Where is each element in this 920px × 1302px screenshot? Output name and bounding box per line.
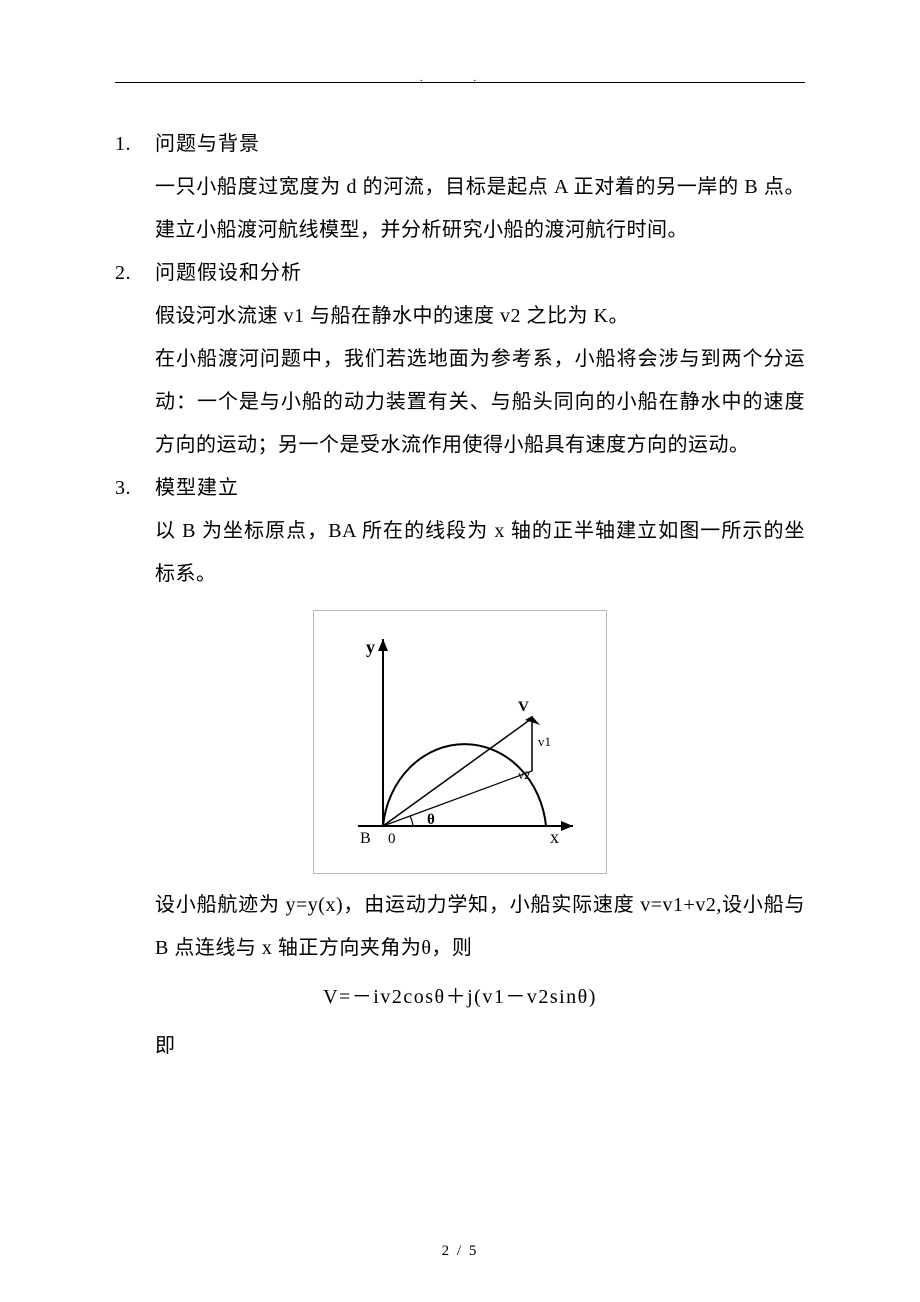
svg-text:v2: v2 [518,768,530,782]
document-page: . . 1. 问题与背景 一只小船度过宽度为 d 的河流，目标是起点 A 正对着… [0,0,920,1302]
velocity-formula: V=－iv2cosθ＋j(v1－v2sinθ) [115,976,805,1019]
header-rule: . . [115,70,805,83]
section-1-heading: 1. 问题与背景 [115,123,805,166]
section-3-body-a: 以 B 为坐标原点，BA 所在的线段为 x 轴的正半轴建立如图一所示的坐标系。 [155,510,805,596]
section-1-number: 1. [115,123,155,166]
coordinate-diagram: y B 0 x Vv1 v2 θ [328,621,588,851]
section-3-number: 3. [115,467,155,510]
svg-text:θ: θ [427,812,435,828]
section-3-title: 模型建立 [155,467,239,510]
section-3-body-b: 设小船航迹为 y=y(x)，由运动力学知，小船实际速度 v=v1+v2,设小船与… [155,884,805,970]
page-number: 2 / 5 [0,1243,920,1260]
section-3-heading: 3. 模型建立 [115,467,805,510]
svg-text:B: B [360,830,371,847]
section-2-title: 问题假设和分析 [155,252,302,295]
section-2-body-b: 在小船渡河问题中，我们若选地面为参考系，小船将会涉与到两个分运动：一个是与小船的… [155,338,805,467]
page-content: 1. 问题与背景 一只小船度过宽度为 d 的河流，目标是起点 A 正对着的另一岸… [115,123,805,1068]
section-2-number: 2. [115,252,155,295]
header-dots: . . [420,72,500,84]
svg-text:y: y [366,637,375,657]
section-3-tail: 即 [155,1025,805,1068]
section-2-heading: 2. 问题假设和分析 [115,252,805,295]
svg-text:v1: v1 [538,734,551,749]
section-1-body: 一只小船度过宽度为 d 的河流，目标是起点 A 正对着的另一岸的 B 点。建立小… [155,166,805,252]
section-1-title: 问题与背景 [155,123,260,166]
svg-text:x: x [550,827,559,847]
section-2-body-a: 假设河水流速 v1 与船在静水中的速度 v2 之比为 K。 [155,295,805,338]
figure-border: y B 0 x Vv1 v2 θ [313,610,607,874]
svg-text:V: V [518,699,529,715]
svg-text:0: 0 [388,831,396,847]
figure-container: y B 0 x Vv1 v2 θ [115,610,805,874]
